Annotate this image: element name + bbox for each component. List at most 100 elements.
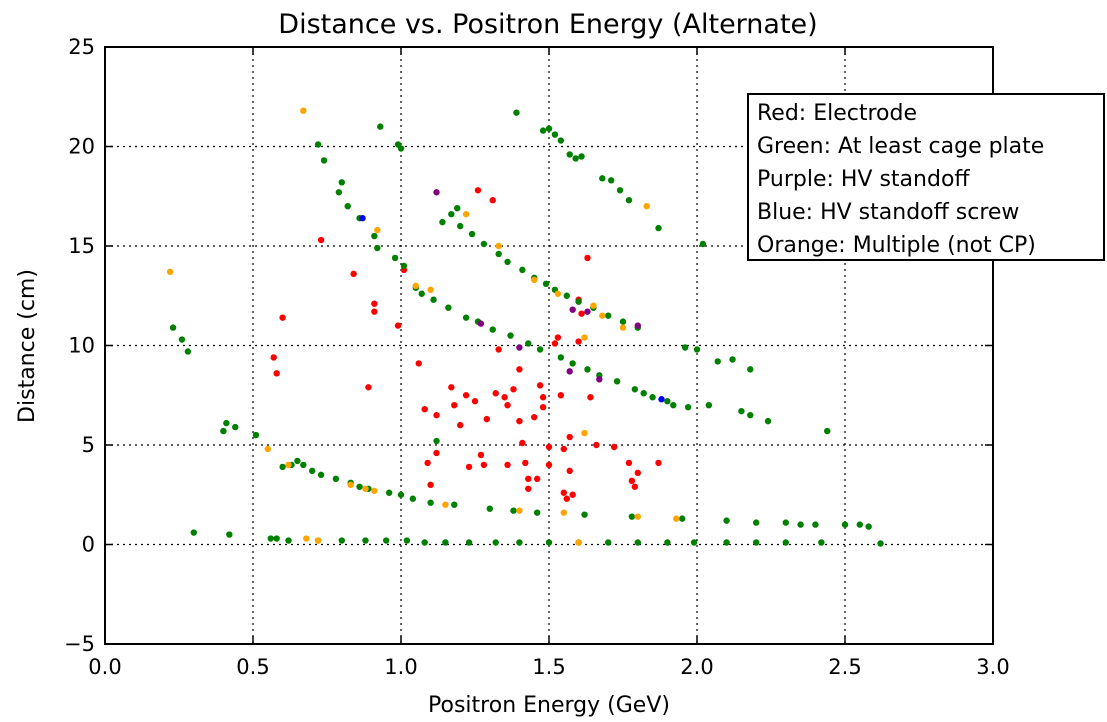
legend-entry: Blue: HV standoff screw (757, 200, 1019, 225)
data-point (590, 302, 597, 309)
x-tick-label: 0.5 (236, 655, 269, 679)
data-point (300, 461, 307, 469)
data-point (797, 521, 804, 528)
data-point (566, 433, 573, 441)
data-point (522, 459, 529, 467)
y-tick-label: 0 (82, 533, 95, 557)
data-point (634, 322, 641, 329)
data-point (575, 338, 582, 345)
data-point (545, 461, 553, 469)
data-point (433, 437, 440, 445)
data-point (285, 537, 292, 544)
legend-entry: Green: At least cage plate (757, 134, 1044, 159)
data-point (542, 280, 550, 288)
data-point (519, 439, 526, 447)
data-point (625, 459, 633, 467)
data-point (569, 491, 576, 498)
data-point (693, 346, 701, 353)
data-point (184, 348, 192, 355)
data-point (471, 398, 479, 405)
data-point (545, 443, 553, 451)
data-point (865, 523, 872, 530)
y-tick-label: −5 (64, 632, 95, 656)
data-point (643, 203, 650, 210)
data-point (519, 266, 526, 274)
data-point (539, 403, 547, 411)
data-point (409, 495, 417, 502)
y-tick-label: 15 (68, 234, 95, 258)
data-point (596, 376, 603, 383)
data-point (679, 515, 686, 522)
data-point (525, 340, 532, 347)
data-point (536, 382, 544, 389)
data-point (640, 390, 647, 397)
data-point (738, 407, 745, 415)
data-point (320, 157, 328, 164)
data-point (403, 537, 411, 544)
x-tick-label: 1.5 (532, 655, 565, 679)
data-point (279, 314, 286, 321)
data-point (619, 324, 627, 331)
data-point (681, 344, 689, 351)
data-point (616, 187, 624, 194)
data-point (782, 519, 789, 526)
data-point (335, 189, 343, 196)
data-point (273, 370, 280, 377)
data-point (545, 539, 553, 546)
data-point (516, 417, 523, 425)
data-point (533, 475, 541, 483)
data-point (338, 179, 345, 186)
data-point (764, 417, 772, 425)
data-point (332, 475, 340, 483)
data-point (673, 515, 680, 522)
data-point (362, 485, 369, 492)
data-point (226, 531, 233, 538)
series-0 (270, 187, 662, 502)
data-point (569, 360, 576, 367)
data-point (841, 521, 849, 528)
data-point (513, 109, 520, 116)
data-point (634, 469, 641, 477)
data-point (593, 441, 600, 449)
data-point (812, 521, 819, 528)
data-point (421, 539, 428, 546)
data-point (605, 539, 612, 546)
data-point (628, 477, 636, 485)
data-point (492, 539, 499, 546)
data-point (314, 141, 322, 148)
data-point (658, 396, 665, 403)
legend-entry: Orange: Multiple (not CP) (757, 233, 1036, 258)
data-point (489, 197, 496, 204)
data-point (400, 262, 408, 270)
data-point (572, 155, 579, 162)
x-tick-label: 0.0 (88, 655, 121, 679)
data-point (418, 290, 425, 297)
data-point (220, 427, 227, 435)
data-point (374, 226, 381, 234)
data-point (599, 312, 606, 319)
data-point (495, 346, 502, 353)
data-point (516, 344, 523, 351)
data-point (610, 443, 618, 451)
data-point (634, 513, 641, 520)
data-point (489, 326, 496, 333)
data-point (619, 318, 627, 325)
data-point (273, 535, 280, 542)
data-point (578, 153, 585, 160)
data-point (649, 394, 656, 401)
data-point (371, 300, 378, 307)
data-point (169, 324, 177, 331)
data-point (415, 360, 422, 367)
data-point (684, 403, 692, 411)
data-point (427, 286, 434, 293)
data-point (747, 411, 754, 419)
data-point (495, 242, 502, 250)
data-point (285, 461, 292, 469)
legend-box (747, 93, 1105, 261)
data-point (753, 519, 760, 526)
data-point (309, 467, 316, 475)
x-tick-label: 3.0 (976, 655, 1009, 679)
data-point (264, 445, 271, 453)
data-point (462, 392, 470, 399)
